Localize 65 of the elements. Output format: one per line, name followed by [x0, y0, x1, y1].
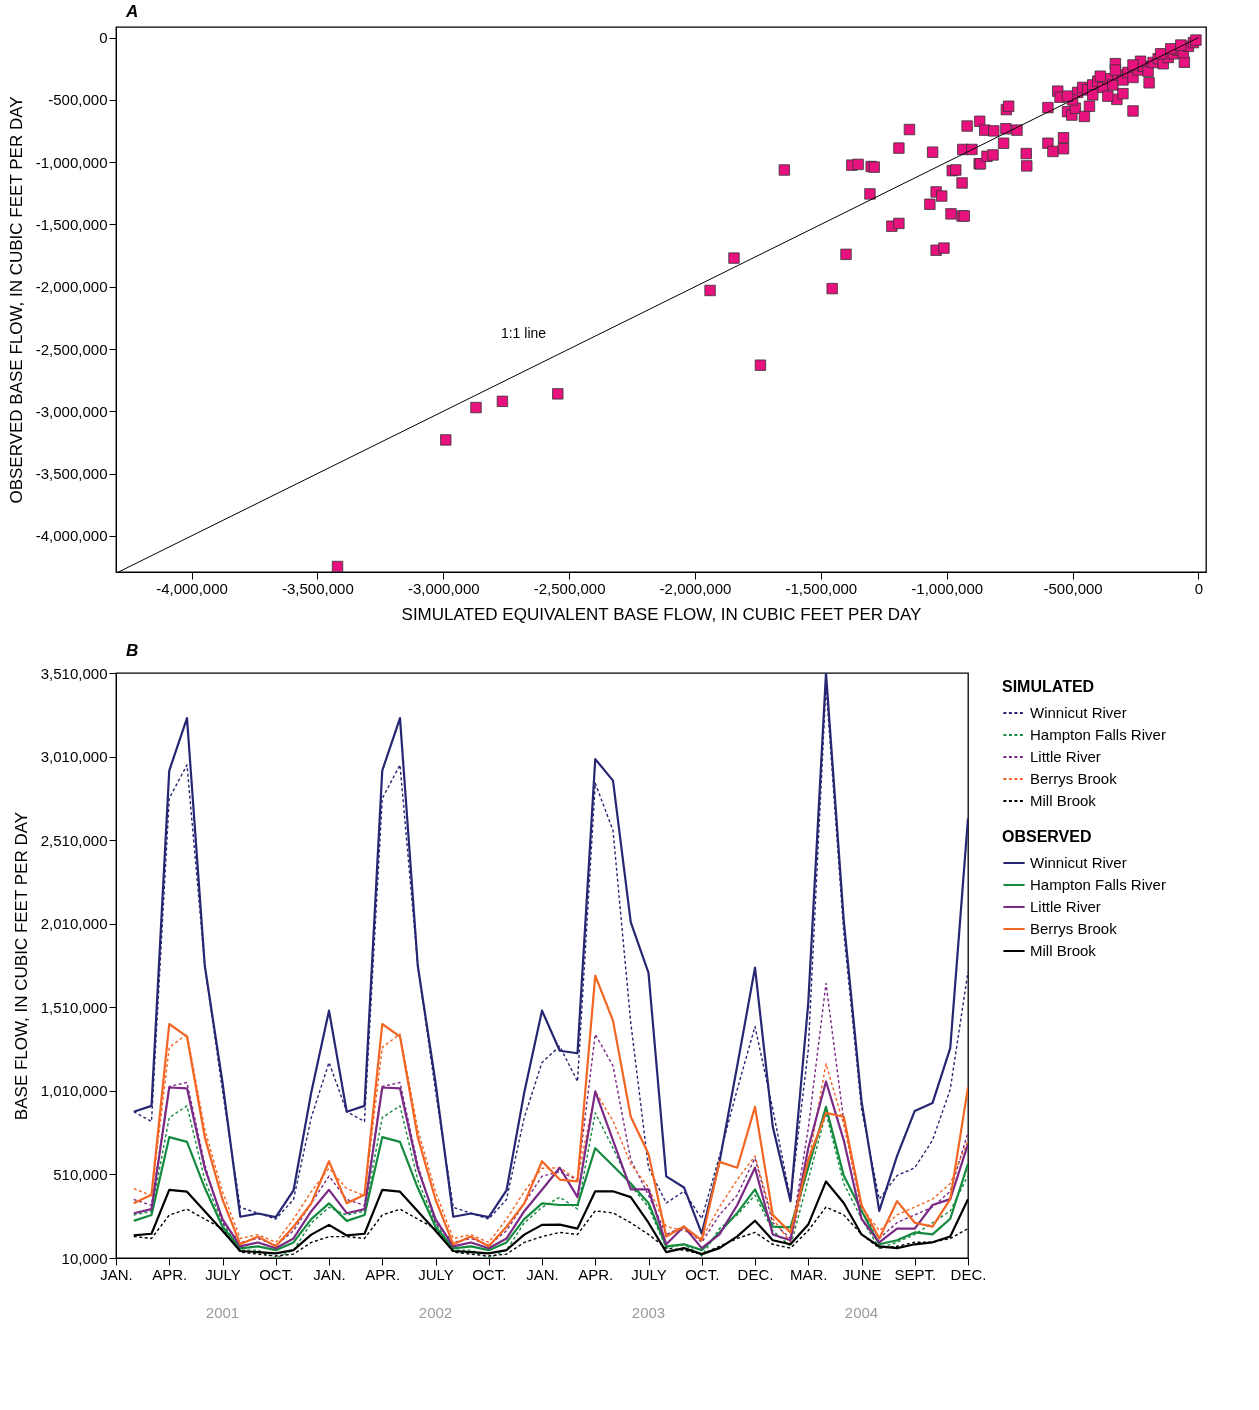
x-tick-label: 0 — [1194, 579, 1204, 597]
x-tick-label: JULY — [205, 1265, 241, 1283]
x-tick-label: APR. — [365, 1265, 401, 1283]
y-tick-label: 1,510,000 — [40, 998, 108, 1016]
legend-label: Berrys Brook — [1030, 920, 1118, 937]
legend-label: Berrys Brook — [1030, 770, 1118, 787]
x-tick-label: JULY — [418, 1265, 454, 1283]
text: 2004 — [844, 1304, 879, 1321]
y-tick-label: 0 — [99, 29, 108, 47]
y-axis-title: OBSERVED BASE FLOW, IN CUBIC FEET PER DAY — [6, 96, 26, 504]
chart-title: A — [125, 2, 139, 21]
x-tick-label: DEC. — [950, 1265, 987, 1283]
x-tick-label: JUNE — [842, 1265, 882, 1283]
x-tick-label: MAR. — [790, 1265, 828, 1283]
x-tick-label: -1,000,000 — [911, 579, 984, 597]
legend-label: Hampton Falls River — [1030, 876, 1166, 893]
y-tick-label: -2,500,000 — [35, 340, 108, 358]
legend-label: Winnicut River — [1030, 704, 1127, 721]
x-tick-label: -1,500,000 — [785, 579, 858, 597]
x-tick-label: OCT. — [685, 1265, 720, 1283]
legend-label: Winnicut River — [1030, 854, 1127, 871]
legend-label: Little River — [1030, 898, 1101, 915]
x-axis-title: SIMULATED EQUIVALENT BASE FLOW, IN CUBIC FEET PER DAY — [401, 604, 922, 624]
x-tick-label: -2,500,000 — [533, 579, 606, 597]
y-tick-label: -1,500,000 — [35, 215, 108, 233]
x-tick-label: DEC. — [737, 1265, 774, 1283]
y-tick-label: 1,010,000 — [40, 1082, 108, 1100]
y-tick-label: -4,000,000 — [35, 527, 108, 545]
legend-label: Mill Brook — [1030, 942, 1097, 959]
y-tick-label: 3,010,000 — [40, 748, 108, 766]
text: OBSERVED — [1002, 828, 1092, 845]
y-tick-label: 510,000 — [53, 1165, 108, 1183]
legend-label: Hampton Falls River — [1030, 726, 1166, 743]
x-tick-label: APR. — [578, 1265, 614, 1283]
y-tick-label: -3,500,000 — [35, 465, 108, 483]
legend-label: Mill Brook — [1030, 792, 1097, 809]
x-tick-label: -2,000,000 — [659, 579, 732, 597]
x-tick-label: SEPT. — [894, 1265, 937, 1283]
x-tick-label: APR. — [152, 1265, 188, 1283]
y-tick-label: 10,000 — [61, 1249, 108, 1267]
y-tick-label: 2,510,000 — [40, 831, 108, 849]
legend-label: Little River — [1030, 748, 1101, 765]
y-tick-label: -3,000,000 — [35, 402, 108, 420]
y-axis-title: BASE FLOW, IN CUBIC FEET PER DAY — [11, 811, 31, 1121]
x-tick-label: -3,000,000 — [407, 579, 480, 597]
text: 2002 — [418, 1304, 453, 1321]
x-tick-label: -3,500,000 — [282, 579, 354, 597]
y-tick-label: -500,000 — [48, 91, 108, 109]
x-tick-label: JAN. — [526, 1265, 559, 1283]
annotation: 1:1 line — [500, 324, 547, 341]
x-tick-label: -500,000 — [1043, 579, 1103, 597]
y-tick-label: -1,000,000 — [35, 153, 108, 171]
x-tick-label: OCT. — [259, 1265, 294, 1283]
y-tick-label: -2,000,000 — [35, 278, 108, 296]
text: 2001 — [205, 1304, 240, 1321]
x-tick-label: JULY — [631, 1265, 667, 1283]
text: SIMULATED — [1002, 678, 1095, 695]
x-tick-label: -4,000,000 — [156, 579, 228, 597]
chart-title: B — [126, 641, 139, 660]
x-tick-label: OCT. — [472, 1265, 507, 1283]
x-tick-label: JAN. — [313, 1265, 346, 1283]
x-tick-label: JAN. — [100, 1265, 133, 1283]
text: 2003 — [631, 1304, 666, 1321]
y-tick-label: 3,510,000 — [40, 664, 108, 682]
y-tick-label: 2,010,000 — [40, 915, 108, 933]
